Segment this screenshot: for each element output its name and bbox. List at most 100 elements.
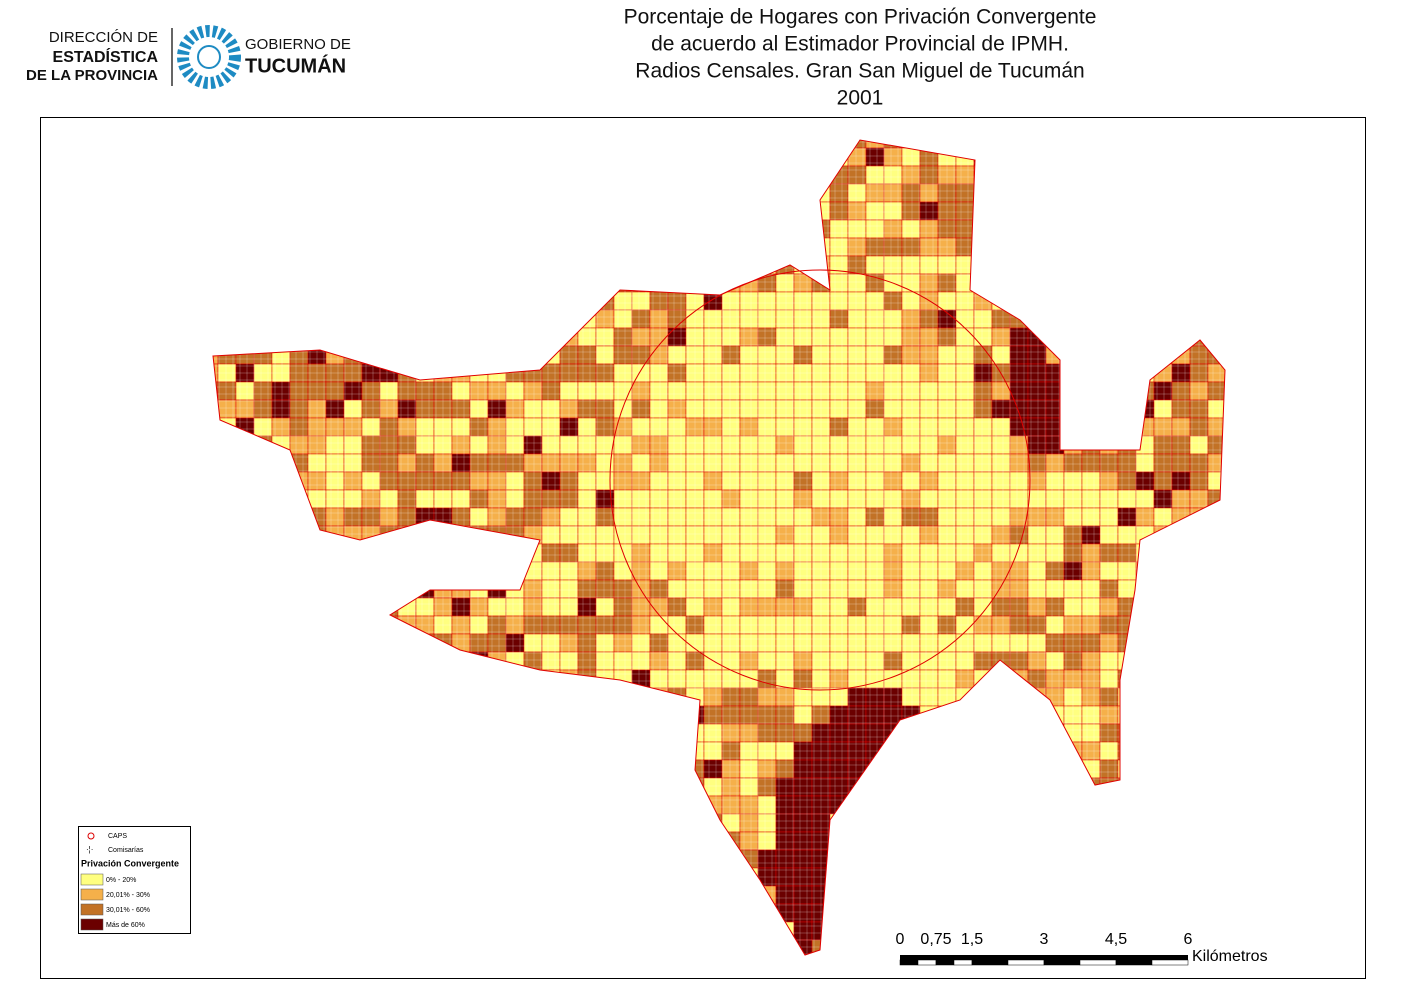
census-tract [1081, 651, 1101, 671]
census-tract [1153, 237, 1173, 257]
census-tract [775, 885, 795, 905]
census-tract [343, 903, 363, 923]
census-tract [649, 165, 669, 185]
census-tract [289, 525, 309, 545]
census-tract [649, 723, 669, 743]
census-tract [379, 777, 399, 797]
census-tract [379, 921, 399, 941]
census-tract [955, 597, 975, 617]
census-tract [559, 939, 579, 955]
census-tract [1009, 525, 1029, 545]
census-tract [271, 777, 291, 797]
census-tract [1153, 399, 1173, 419]
census-tract [991, 741, 1011, 761]
census-tract [829, 849, 849, 869]
census-tract [1027, 417, 1047, 437]
census-tract [703, 147, 723, 167]
census-tract [213, 471, 219, 491]
census-tract [631, 849, 651, 869]
census-tract [667, 140, 687, 149]
census-tract [307, 921, 327, 941]
census-tract [1135, 525, 1155, 545]
census-tract [793, 399, 813, 419]
census-tract [721, 255, 741, 275]
census-tract [1081, 903, 1101, 923]
census-tract [217, 651, 237, 671]
census-tract [325, 597, 345, 617]
census-tract [1207, 579, 1225, 599]
census-tract [1207, 543, 1225, 563]
census-tract [487, 849, 507, 869]
census-tract [1009, 147, 1029, 167]
census-tract [1207, 597, 1225, 617]
census-tract [811, 219, 831, 239]
census-tract [523, 471, 543, 491]
census-tract [433, 651, 453, 671]
census-tract [613, 345, 633, 365]
census-tract [469, 885, 489, 905]
census-tract [991, 417, 1011, 437]
census-tract [937, 903, 957, 923]
census-tract [721, 291, 741, 311]
census-tract [757, 219, 777, 239]
census-tract [1226, 706, 1244, 724]
census-tract [991, 165, 1011, 185]
census-tract [1189, 903, 1209, 923]
census-tract [397, 741, 417, 761]
census-tract [289, 183, 309, 203]
census-tract [1171, 741, 1191, 761]
census-tract [487, 867, 507, 887]
census-tract [901, 795, 921, 815]
census-tract [919, 201, 939, 221]
census-tract [793, 140, 813, 149]
census-tract [613, 921, 633, 941]
census-tract [1153, 140, 1173, 149]
census-tract [213, 867, 219, 887]
census-tract [919, 471, 939, 491]
census-tract [1099, 633, 1119, 653]
census-tract [1226, 472, 1244, 490]
census-tract [397, 399, 417, 419]
census-tract [361, 849, 381, 869]
census-tract [397, 273, 417, 293]
census-tract [289, 705, 309, 725]
census-tract [398, 958, 416, 976]
census-tract [703, 345, 723, 365]
census-tract [757, 399, 777, 419]
census-tract [415, 291, 435, 311]
census-tract [1063, 183, 1083, 203]
census-tract [325, 615, 345, 635]
census-tract [919, 813, 939, 833]
census-tract [668, 958, 686, 976]
census-tract [901, 435, 921, 455]
census-tract [1189, 140, 1209, 149]
census-tract [595, 525, 615, 545]
census-tract [451, 561, 471, 581]
census-tract [595, 219, 615, 239]
census-tract [739, 165, 759, 185]
census-tract [757, 507, 777, 527]
legend-symbol-label: CAPS [108, 833, 127, 840]
census-tract [649, 399, 669, 419]
census-tract [235, 381, 255, 401]
census-tract [955, 543, 975, 563]
census-tract [1009, 633, 1029, 653]
census-tract [1226, 562, 1244, 580]
census-tract [865, 597, 885, 617]
census-tract [721, 633, 741, 653]
census-tract [613, 219, 633, 239]
legend-swatch [80, 918, 104, 931]
census-tract [253, 849, 273, 869]
census-tract [1135, 615, 1155, 635]
census-tract [1207, 903, 1225, 923]
census-tract [1226, 922, 1244, 940]
census-tract [739, 705, 759, 725]
census-tract [595, 579, 615, 599]
census-tract [919, 597, 939, 617]
census-tract [415, 939, 435, 955]
census-tract [901, 867, 921, 887]
census-tract [739, 140, 759, 149]
census-tract [1135, 885, 1155, 905]
census-tract [577, 165, 597, 185]
census-tract [217, 453, 237, 473]
